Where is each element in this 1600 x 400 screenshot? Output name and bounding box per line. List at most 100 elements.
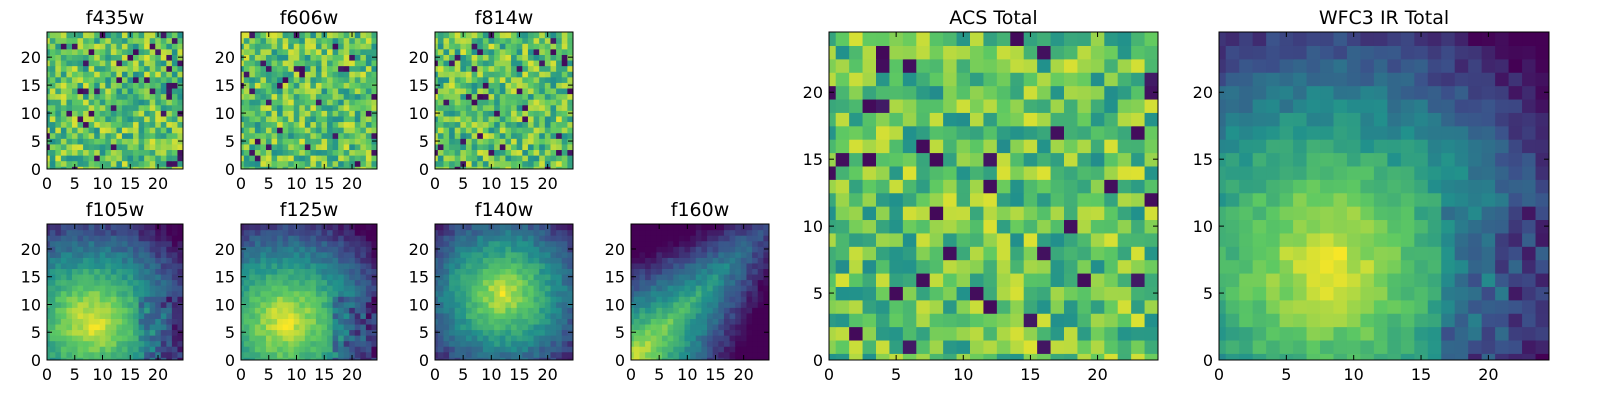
- heatmap-cell: [511, 323, 518, 331]
- heatmap-cell: [271, 143, 278, 151]
- heatmap-cell: [735, 273, 742, 281]
- heatmap-cell: [349, 160, 356, 167]
- heatmap-cell: [310, 143, 317, 151]
- heatmap-cell: [449, 138, 456, 145]
- y-tick-label: 15: [21, 268, 41, 287]
- heatmap-cell: [321, 351, 328, 358]
- heatmap-cell: [241, 224, 245, 231]
- heatmap-cell: [645, 273, 652, 281]
- heatmap-cell: [667, 329, 674, 336]
- heatmap-cell: [1144, 259, 1158, 274]
- heatmap-cell: [293, 246, 300, 253]
- heatmap-cell: [88, 307, 95, 314]
- heatmap-cell: [360, 229, 367, 236]
- heatmap-cell: [718, 329, 725, 336]
- heatmap-cell: [310, 93, 317, 100]
- heatmap-cell: [1144, 165, 1158, 180]
- heatmap-cell: [138, 318, 145, 325]
- heatmap-cell: [1077, 232, 1092, 247]
- heatmap-cell: [471, 149, 478, 156]
- heatmap-cell: [516, 229, 523, 236]
- heatmap-cell: [488, 340, 495, 347]
- x-tick-label: 0: [430, 365, 440, 384]
- heatmap-cell: [354, 43, 361, 50]
- heatmap-cell: [241, 318, 245, 325]
- heatmap-cell: [757, 351, 764, 358]
- heatmap-cell: [449, 346, 456, 353]
- heatmap-cell: [667, 301, 674, 308]
- heatmap-cell: [249, 115, 256, 123]
- heatmap-cell: [533, 76, 540, 83]
- heatmap-cell: [437, 335, 445, 342]
- heatmap-cell: [338, 285, 345, 292]
- heatmap-cell: [522, 301, 529, 308]
- heatmap-cell: [460, 340, 467, 347]
- heatmap-cell: [260, 115, 267, 123]
- heatmap-cell: [735, 251, 742, 258]
- heatmap-cell: [94, 307, 101, 314]
- heatmap-cell: [556, 285, 563, 292]
- heatmap-cell: [155, 43, 162, 50]
- heatmap-cell: [522, 127, 529, 134]
- heatmap-cell: [488, 121, 495, 128]
- heatmap-cell: [94, 54, 101, 61]
- heatmap-cell: [516, 99, 523, 106]
- heatmap-cell: [365, 340, 373, 347]
- heatmap-cell: [757, 224, 764, 231]
- heatmap-cell: [177, 65, 183, 72]
- heatmap-cell: [465, 76, 473, 83]
- heatmap-cell: [360, 93, 367, 100]
- heatmap-cell: [465, 301, 473, 308]
- heatmap-cell: [645, 268, 652, 275]
- heatmap-cell: [544, 82, 552, 89]
- heatmap-cell: [454, 273, 461, 281]
- heatmap-cell: [499, 138, 507, 145]
- heatmap-cell: [288, 143, 295, 151]
- heatmap-cell: [365, 307, 373, 314]
- heatmap-cell: [471, 121, 478, 128]
- heatmap-cell: [567, 279, 573, 286]
- heatmap-cell: [83, 43, 90, 50]
- heatmap-cell: [1104, 313, 1119, 328]
- heatmap-cell: [943, 232, 958, 247]
- heatmap-cell: [99, 318, 106, 325]
- heatmap-cell: [471, 127, 478, 134]
- heatmap-cell: [288, 160, 295, 167]
- heatmap-cell: [243, 93, 250, 100]
- panel-title: f105w: [86, 199, 145, 221]
- heatmap-cell: [477, 104, 484, 111]
- heatmap-cell: [327, 296, 334, 303]
- heatmap-cell: [293, 71, 300, 78]
- heatmap-cell: [105, 229, 112, 236]
- heatmap-cell: [110, 340, 117, 347]
- heatmap-cell: [556, 290, 563, 297]
- heatmap-cell: [321, 273, 328, 281]
- heatmap-cell: [116, 155, 123, 162]
- heatmap-cell: [354, 273, 361, 281]
- heatmap-cell: [567, 240, 573, 247]
- heatmap-cell: [121, 224, 129, 231]
- heatmap-cell: [155, 346, 162, 353]
- heatmap-cell: [299, 127, 306, 134]
- heatmap-cell: [60, 290, 68, 297]
- heatmap-cell: [315, 71, 323, 78]
- heatmap-cell: [482, 329, 490, 336]
- heatmap-cell: [321, 335, 328, 342]
- heatmap-cell: [171, 290, 179, 297]
- heatmap-cell: [471, 43, 478, 50]
- heatmap-cell: [88, 279, 95, 286]
- heatmap-cell: [149, 82, 156, 89]
- heatmap-cell: [539, 301, 546, 308]
- heatmap-cell: [707, 290, 714, 297]
- heatmap-cell: [701, 329, 708, 336]
- heatmap-cell: [656, 307, 663, 314]
- heatmap-cell: [511, 251, 518, 258]
- heatmap-cell: [171, 285, 179, 292]
- heatmap-cell: [144, 357, 151, 360]
- heatmap-cell: [712, 268, 719, 275]
- heatmap-cell: [177, 32, 183, 39]
- heatmap-cell: [265, 59, 273, 67]
- heatmap-cell: [729, 340, 736, 347]
- heatmap-cell: [49, 296, 56, 303]
